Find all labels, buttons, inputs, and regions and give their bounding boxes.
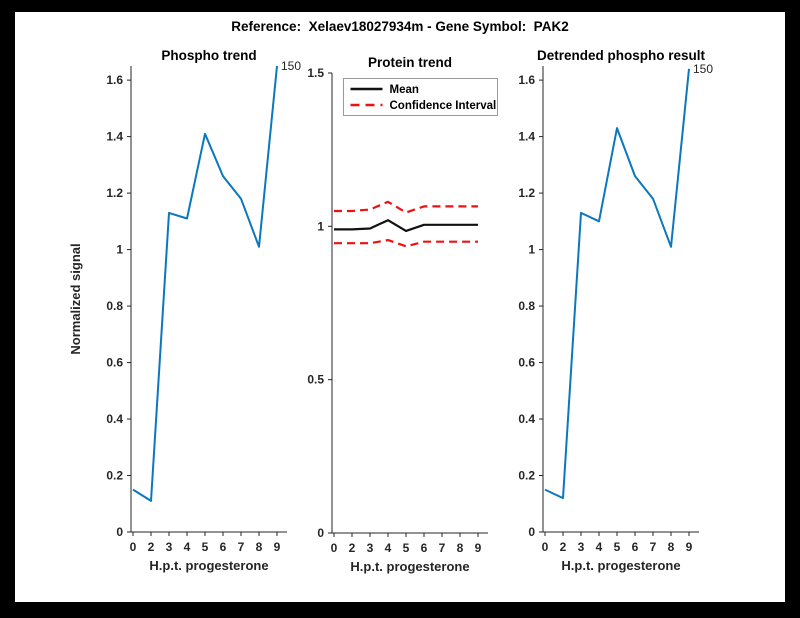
y-tick-label: 0.2 — [518, 469, 535, 483]
y-tick-label: 1 — [317, 219, 324, 233]
y-tick-label: 0 — [116, 525, 123, 539]
x-tick-label: 0 — [130, 540, 137, 554]
x-tick-label: 8 — [457, 541, 464, 555]
x-tick-label: 2 — [560, 540, 567, 554]
legend-item-label: Mean — [390, 84, 419, 96]
x-tick-label: 4 — [596, 540, 603, 554]
phospho-trend-phospho-line — [132, 65, 278, 502]
x-tick-label: 9 — [686, 540, 693, 554]
phospho-trend-title: Phospho trend — [161, 48, 256, 63]
x-tick-label: 5 — [614, 540, 621, 554]
x-tick-label: 5 — [202, 540, 209, 554]
x-tick-label: 6 — [632, 540, 639, 554]
x-tick-label: 3 — [166, 540, 173, 554]
x-tick-label: 8 — [668, 540, 675, 554]
y-tick-label: 1 — [528, 243, 535, 257]
x-tick-label: 9 — [274, 540, 281, 554]
detrended-phospho-result-detrended-line — [544, 68, 690, 500]
y-tick-label: 1 — [116, 243, 123, 257]
protein-trend-mean-line — [334, 219, 478, 232]
y-tick-label: 1.2 — [518, 186, 535, 200]
y-tick-label: 0.8 — [518, 299, 535, 313]
y-tick-label: 1.6 — [106, 73, 123, 87]
y-tick-label: 0.5 — [307, 373, 324, 387]
y-tick-label: 0.4 — [106, 412, 123, 426]
detrended-phospho-result-annotation: 150 — [693, 62, 713, 76]
y-tick-label: 1.4 — [106, 130, 123, 144]
phospho-trend-ylabel: Normalized signal — [68, 243, 83, 354]
detrended-phospho-result-title: Detrended phospho result — [537, 48, 706, 63]
x-tick-label: 5 — [403, 541, 410, 555]
x-tick-label: 3 — [367, 541, 374, 555]
x-tick-label: 0 — [542, 540, 549, 554]
y-tick-label: 0 — [528, 525, 535, 539]
x-tick-label: 7 — [650, 540, 657, 554]
x-tick-label: 2 — [349, 541, 356, 555]
figure-title: Reference: Xelaev18027934m - Gene Symbol… — [231, 19, 569, 34]
y-tick-label: 1.5 — [307, 66, 324, 80]
protein-trend-lower-ci-line — [334, 239, 478, 248]
y-tick-label: 1.2 — [106, 186, 123, 200]
y-tick-label: 0.6 — [518, 356, 535, 370]
x-tick-label: 0 — [331, 541, 338, 555]
legend-item-label: Confidence Interval — [390, 100, 497, 112]
x-tick-label: 6 — [421, 541, 428, 555]
protein-trend-title: Protein trend — [368, 55, 452, 70]
x-tick-label: 9 — [475, 541, 482, 555]
phospho-trend-xlabel: H.p.t. progesterone — [149, 558, 268, 573]
x-tick-label: 2 — [148, 540, 155, 554]
y-tick-label: 0.4 — [518, 412, 535, 426]
legend-box — [343, 78, 498, 116]
detrended-phospho-result-xlabel: H.p.t. progesterone — [561, 558, 680, 573]
y-tick-label: 1.6 — [518, 73, 535, 87]
x-tick-label: 7 — [238, 540, 245, 554]
x-tick-label: 4 — [184, 540, 191, 554]
y-tick-label: 0.6 — [106, 356, 123, 370]
y-tick-label: 1.4 — [518, 130, 535, 144]
y-tick-label: 0.2 — [106, 469, 123, 483]
x-tick-label: 4 — [385, 541, 392, 555]
protein-trend-xlabel: H.p.t. progesterone — [350, 559, 469, 574]
x-tick-label: 8 — [256, 540, 263, 554]
phospho-trend-annotation: 150 — [281, 59, 301, 73]
x-tick-label: 6 — [220, 540, 227, 554]
x-tick-label: 7 — [439, 541, 446, 555]
x-tick-label: 3 — [578, 540, 585, 554]
y-tick-label: 0 — [317, 526, 324, 540]
y-tick-label: 0.8 — [106, 299, 123, 313]
protein-trend-upper-ci-line — [334, 200, 478, 214]
